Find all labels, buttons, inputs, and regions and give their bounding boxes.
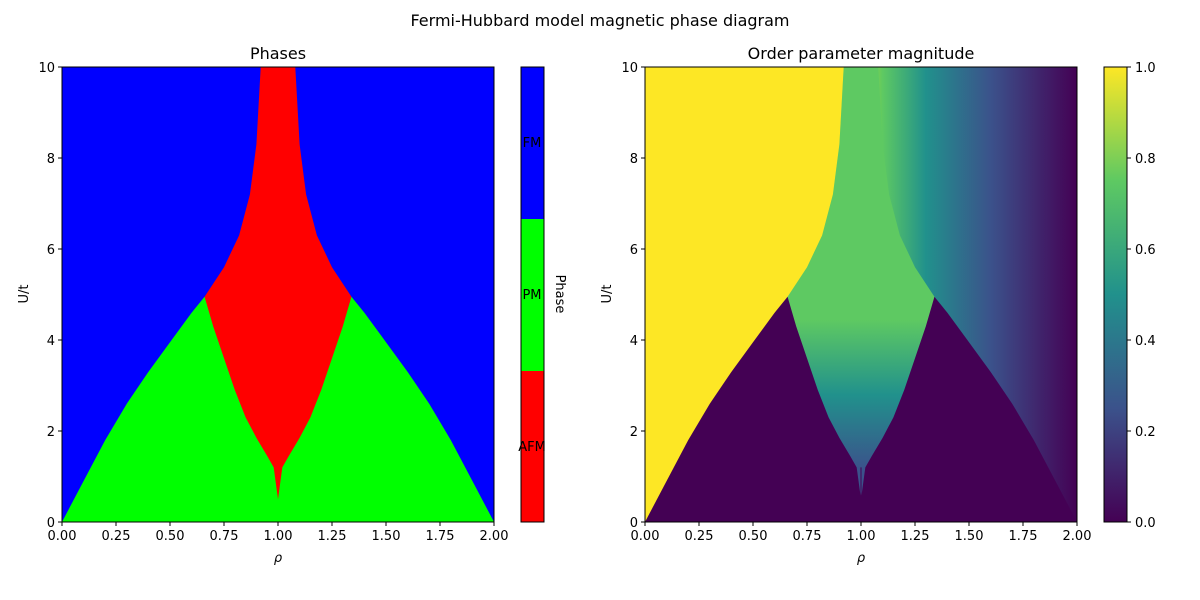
x-tick-label: 1.75 <box>426 529 455 544</box>
figure-title: Fermi-Hubbard model magnetic phase diagr… <box>410 11 789 30</box>
x-tick-label: 1.50 <box>372 529 401 544</box>
x-tick-label: 2.00 <box>480 529 509 544</box>
colorbar-tick-label: 0.6 <box>1135 243 1156 258</box>
x-tick-label: 0.25 <box>685 529 714 544</box>
phases-ylabel: U/t <box>17 285 32 304</box>
y-tick-label: 4 <box>630 334 638 349</box>
x-tick-label: 1.50 <box>955 529 984 544</box>
colorbar-tick-label: 1.0 <box>1135 61 1156 76</box>
y-tick-label: 10 <box>38 61 55 76</box>
order-colorbar: 0.0 0.2 0.4 0.6 0.8 1.0 <box>1103 61 1156 531</box>
order-xlabel: ρ <box>857 551 866 566</box>
order-afm-region <box>787 67 935 500</box>
phases-x-ticks: 0.00 0.25 0.50 0.75 1.00 1.25 1.50 1.75 2.00 <box>48 522 509 544</box>
colorbar-tick-label: 0.0 <box>1135 516 1156 531</box>
colorbar-title: Phase <box>552 275 567 314</box>
colorbar-tick-label: 0.4 <box>1135 334 1156 349</box>
y-tick-label: 2 <box>47 425 55 440</box>
x-tick-label: 1.00 <box>847 529 876 544</box>
y-tick-label: 10 <box>621 61 638 76</box>
order-plot-area <box>645 67 1077 522</box>
y-tick-label: 8 <box>47 152 55 167</box>
order-panel: Order parameter magnitude 0.00 0.25 0.50 0.… <box>600 44 1156 566</box>
x-tick-label: 1.75 <box>1009 529 1038 544</box>
x-tick-label: 0.25 <box>102 529 131 544</box>
order-colorbar-gradient <box>1103 66 1128 523</box>
afm-region <box>204 67 352 500</box>
order-ylabel: U/t <box>600 285 615 304</box>
x-tick-label: 0.75 <box>793 529 822 544</box>
colorbar-tick-label: 0.2 <box>1135 425 1156 440</box>
colorbar-afm <box>521 371 544 522</box>
y-tick-label: 6 <box>47 243 55 258</box>
x-tick-label: 0.00 <box>631 529 660 544</box>
y-tick-label: 6 <box>630 243 638 258</box>
x-tick-label: 1.25 <box>901 529 930 544</box>
y-tick-label: 0 <box>47 516 55 531</box>
colorbar-tick-label: 0.8 <box>1135 152 1156 167</box>
colorbar-label-pm: PM <box>522 288 541 303</box>
x-tick-label: 0.50 <box>739 529 768 544</box>
y-tick-label: 0 <box>630 516 638 531</box>
colorbar-fm <box>521 67 544 219</box>
x-tick-label: 2.00 <box>1063 529 1092 544</box>
order-title: Order parameter magnitude <box>748 44 975 63</box>
x-tick-label: 0.50 <box>156 529 185 544</box>
phases-title: Phases <box>250 44 306 63</box>
phases-y-ticks: 0 2 4 6 8 10 <box>38 61 62 531</box>
y-tick-label: 4 <box>47 334 55 349</box>
order-colorbar-ticks: 0.0 0.2 0.4 0.6 0.8 1.0 <box>1127 61 1156 531</box>
y-tick-label: 2 <box>630 425 638 440</box>
colorbar-label-afm: AFM <box>518 440 546 455</box>
order-left-plateau <box>645 67 844 522</box>
order-y-ticks: 0 2 4 6 8 10 <box>621 61 645 531</box>
phase-colorbar: FM PM AFM Phase <box>518 66 567 523</box>
phases-xlabel: ρ <box>274 551 283 566</box>
x-tick-label: 0.75 <box>210 529 239 544</box>
phases-plot-area <box>62 67 494 522</box>
order-x-ticks: 0.00 0.25 0.50 0.75 1.00 1.25 1.50 1.75 2.00 <box>631 522 1092 544</box>
x-tick-label: 1.00 <box>264 529 293 544</box>
y-tick-label: 8 <box>630 152 638 167</box>
x-tick-label: 0.00 <box>48 529 77 544</box>
colorbar-pm <box>521 219 544 371</box>
x-tick-label: 1.25 <box>318 529 347 544</box>
phases-panel: Phases 0.00 0.25 0.50 0.75 1.00 1.25 1.50 1.75 2… <box>17 44 567 566</box>
colorbar-label-fm: FM <box>523 136 542 151</box>
